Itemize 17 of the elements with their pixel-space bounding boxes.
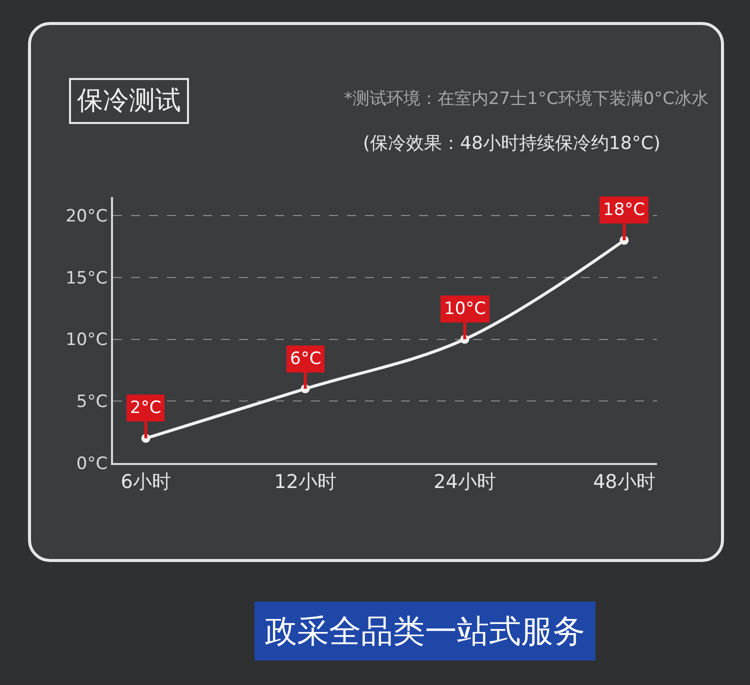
chart-title: 保冷测试 — [77, 86, 181, 116]
data-label: 10°C — [444, 299, 486, 319]
x-tick-label: 48小时 — [593, 470, 656, 493]
data-label: 18°C — [603, 200, 646, 220]
data-label: 6°C — [290, 349, 322, 369]
y-tick-label: 15°C — [66, 268, 108, 288]
chart-subtitle: *测试环境：在室内27士1°C环境下装满0°C冰水 — [344, 89, 709, 109]
data-label: 2°C — [130, 398, 162, 418]
y-tick-label: 0°C — [76, 454, 108, 474]
x-tick-label: 6小时 — [120, 470, 171, 493]
text: (保冷效果：48小时持续保冷约18°C) — [363, 133, 660, 154]
y-tick-label: 5°C — [76, 392, 108, 412]
y-tick-label: 10°C — [66, 330, 108, 350]
x-tick-label: 12小时 — [274, 470, 336, 493]
y-tick-label: 20°C — [66, 206, 108, 227]
x-tick-label: 24小时 — [434, 470, 496, 493]
text: 政采全品类一站式服务 — [265, 612, 585, 650]
